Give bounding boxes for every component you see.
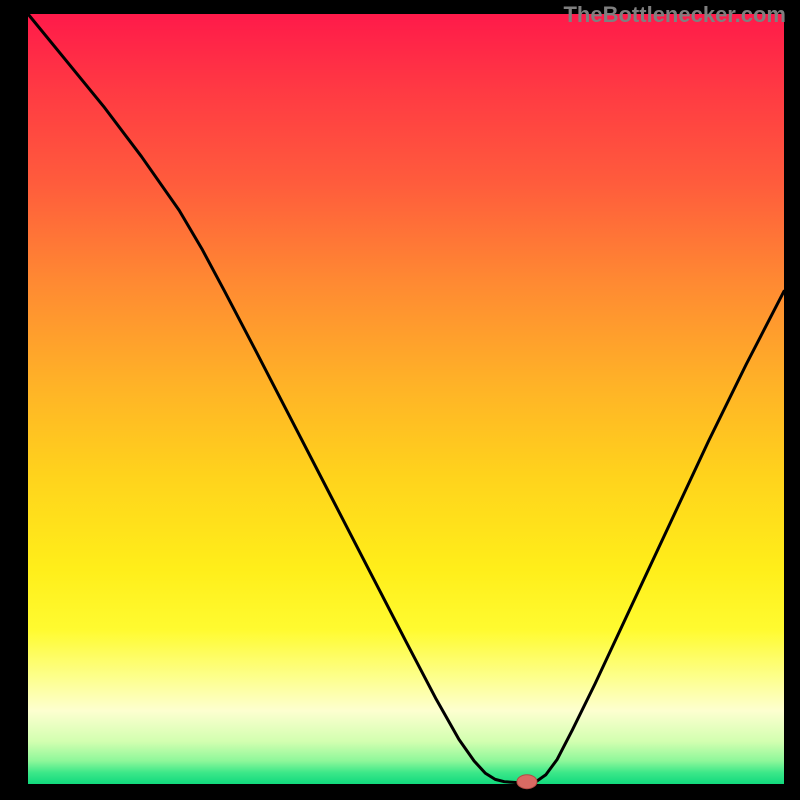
chart-frame: TheBottlenecker.com xyxy=(0,0,800,800)
gradient-background xyxy=(28,14,784,784)
bottleneck-chart xyxy=(0,0,800,800)
optimal-point-marker xyxy=(517,775,537,789)
watermark-text: TheBottlenecker.com xyxy=(563,2,786,28)
